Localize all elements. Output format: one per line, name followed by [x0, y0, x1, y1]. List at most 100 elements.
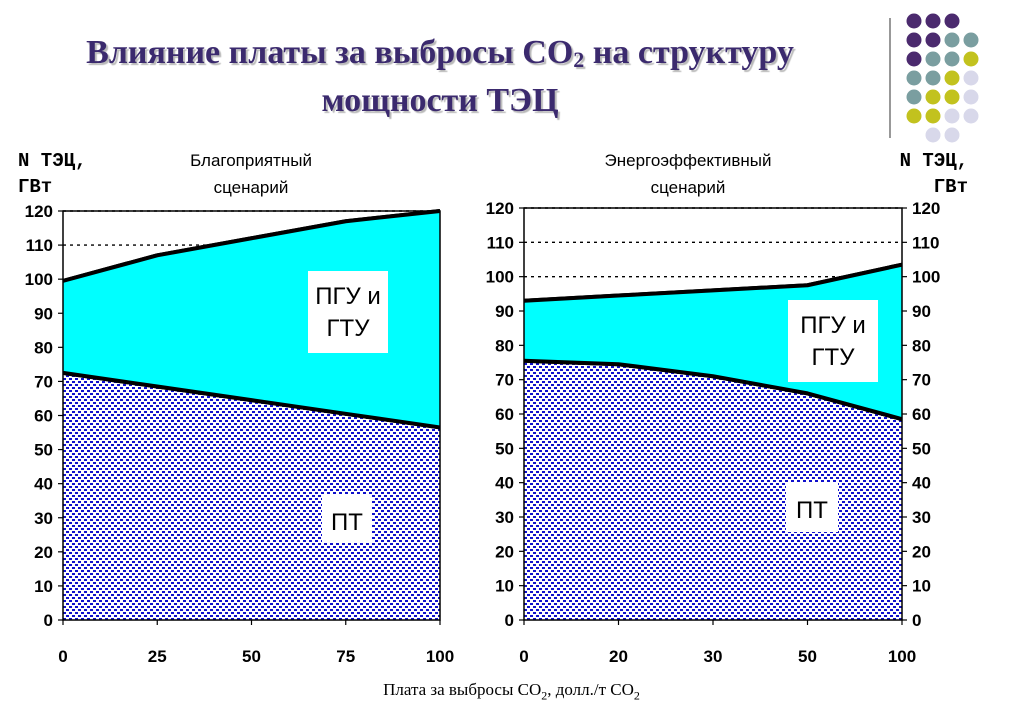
y-tick-label: 50 [495, 439, 514, 458]
page-title: Влияние платы за выбросы CO2 на структур… [86, 34, 794, 72]
y-tick-label: 0 [505, 611, 514, 630]
decorative-dot [944, 108, 960, 124]
x-tick-label: 0 [58, 647, 67, 666]
decorative-dot [963, 89, 979, 105]
decorative-dot [925, 13, 941, 29]
y-tick-label: 70 [495, 371, 514, 390]
decorative-dot [906, 51, 922, 67]
y-tick-label: 90 [34, 304, 53, 323]
x-tick-label: 20 [609, 647, 628, 666]
area-label-text: ПГУ и [800, 312, 866, 339]
y-tick-label: 0 [44, 611, 53, 630]
y-tick-label: 90 [495, 302, 514, 321]
decorative-dot-grid [889, 13, 979, 143]
area-label-pgu-gtu: ПГУ и ГТУ [788, 300, 878, 382]
decorative-dot [925, 70, 941, 86]
decorative-dot [925, 51, 941, 67]
x-tick-label: 50 [798, 647, 817, 666]
area-label-box [308, 271, 388, 353]
decorative-dot [944, 70, 960, 86]
decorative-dot [925, 127, 941, 143]
y-tick-label: 40 [912, 474, 931, 493]
area-label-text: ПГУ и [315, 283, 381, 310]
chart-title-energy-efficient: Энергоэффективный сценарий [604, 151, 772, 197]
y-tick-label: 60 [912, 405, 931, 424]
area-label-text: ГТУ [327, 315, 371, 342]
y-tick-label: 100 [486, 268, 514, 287]
x-tick-label: 30 [704, 647, 723, 666]
y-tick-label: 50 [912, 439, 931, 458]
decorative-dot [944, 51, 960, 67]
y-axis-label-right: N ТЭЦ, ГВт [899, 150, 968, 198]
y-tick-label: 70 [34, 372, 53, 391]
y-tick-label: 30 [34, 509, 53, 528]
y-tick-label: 40 [495, 474, 514, 493]
area-label-text: ГТУ [812, 344, 856, 371]
y-tick-label: 20 [912, 542, 931, 561]
y-tick-label: 100 [912, 268, 940, 287]
decorative-dot [944, 127, 960, 143]
x-tick-label: 50 [242, 647, 261, 666]
y-tick-label: 120 [25, 202, 53, 221]
chart-energy-efficient-scenario: 0 10 20 30 40 50 60 70 80 90 100 110 120 0 10 20 30 40 50 6… [486, 199, 941, 666]
area-label-box [788, 300, 878, 382]
series-line-total-overlay [523, 262, 903, 303]
decorative-dot [944, 89, 960, 105]
decorative-dot [963, 51, 979, 67]
y-tick-label: 60 [495, 405, 514, 424]
y-tick-label: 10 [34, 577, 53, 596]
decorative-dot [963, 70, 979, 86]
decorative-dot [944, 32, 960, 48]
series-line-total-overlay [62, 209, 441, 283]
x-tick-label: 0 [519, 647, 528, 666]
y-tick-label: 70 [912, 371, 931, 390]
y-tick-label: 10 [495, 577, 514, 596]
area-label-text: ПТ [331, 509, 363, 536]
y-tick-label: 10 [912, 577, 931, 596]
series-line-pt-overlay [62, 370, 441, 430]
chart-favorable-scenario: 0 10 20 30 40 50 60 70 80 90 100 110 120 0 25 50 75 100 ПГ… [25, 202, 455, 666]
series-area-pt [524, 360, 902, 620]
area-label-box [322, 495, 372, 543]
page-title-line2: мощности ТЭЦ [321, 82, 559, 119]
y-axis-label-left: N ТЭЦ, ГВт [18, 150, 87, 198]
y-tick-label: 120 [912, 199, 940, 218]
decorative-dot [963, 108, 979, 124]
chart-title-favorable: Благоприятный сценарий [190, 151, 312, 197]
x-tick-label: 100 [888, 647, 916, 666]
x-axis-title: Плата за выбросы CO2, долл./т CO2 [383, 680, 640, 703]
y-tick-label: 30 [495, 508, 514, 527]
decorative-dot [925, 32, 941, 48]
decorative-dot [906, 108, 922, 124]
decorative-dot [906, 70, 922, 86]
y-tick-label: 20 [495, 542, 514, 561]
series-area-pgu-gtu-overlay [63, 211, 440, 428]
y-tick-label: 110 [487, 233, 514, 252]
decorative-dot [906, 13, 922, 29]
y-tick-label: 50 [34, 441, 53, 460]
decorative-dot [944, 13, 960, 29]
x-tick-label: 75 [336, 647, 355, 666]
decorative-dot [925, 108, 941, 124]
y-tick-label: 40 [34, 475, 53, 494]
y-tick-label: 80 [495, 336, 514, 355]
x-tick-label: 25 [148, 647, 167, 666]
y-tick-label: 100 [25, 270, 53, 289]
y-tick-label: 80 [34, 338, 53, 357]
y-tick-label: 90 [912, 302, 931, 321]
y-tick-label: 60 [34, 407, 53, 426]
area-label-box [786, 482, 838, 532]
area-label-pgu-gtu: ПГУ и ГТУ [308, 271, 388, 353]
y-tick-label: 30 [912, 508, 931, 527]
area-label-pt: ПТ [322, 495, 372, 543]
x-tick-label: 100 [426, 647, 454, 666]
y-tick-label: 120 [486, 199, 514, 218]
y-tick-label: 110 [26, 236, 53, 255]
decorative-dot [963, 32, 979, 48]
decorative-dot [925, 89, 941, 105]
series-line-pt-overlay [523, 358, 903, 422]
y-tick-label: 20 [34, 543, 53, 562]
decorative-dot [906, 89, 922, 105]
y-tick-label: 0 [912, 611, 921, 630]
area-label-text: ПТ [796, 497, 828, 524]
